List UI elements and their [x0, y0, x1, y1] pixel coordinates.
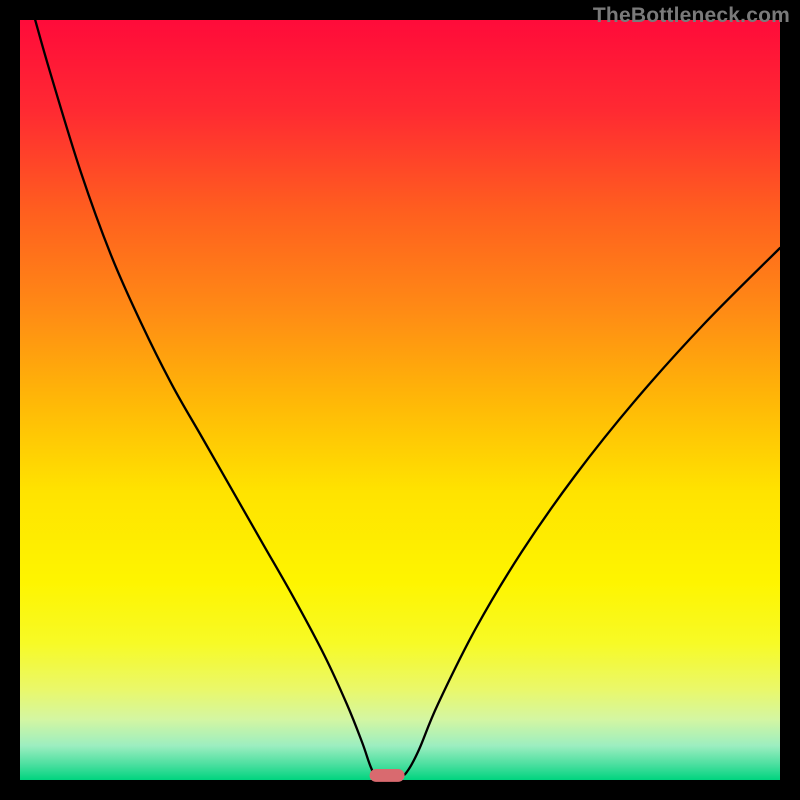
- chart-stage: TheBottleneck.com: [0, 0, 800, 800]
- plot-background: [20, 20, 780, 780]
- optimal-point: [370, 769, 405, 782]
- chart-svg: [0, 0, 800, 800]
- watermark-text: TheBottleneck.com: [593, 4, 790, 28]
